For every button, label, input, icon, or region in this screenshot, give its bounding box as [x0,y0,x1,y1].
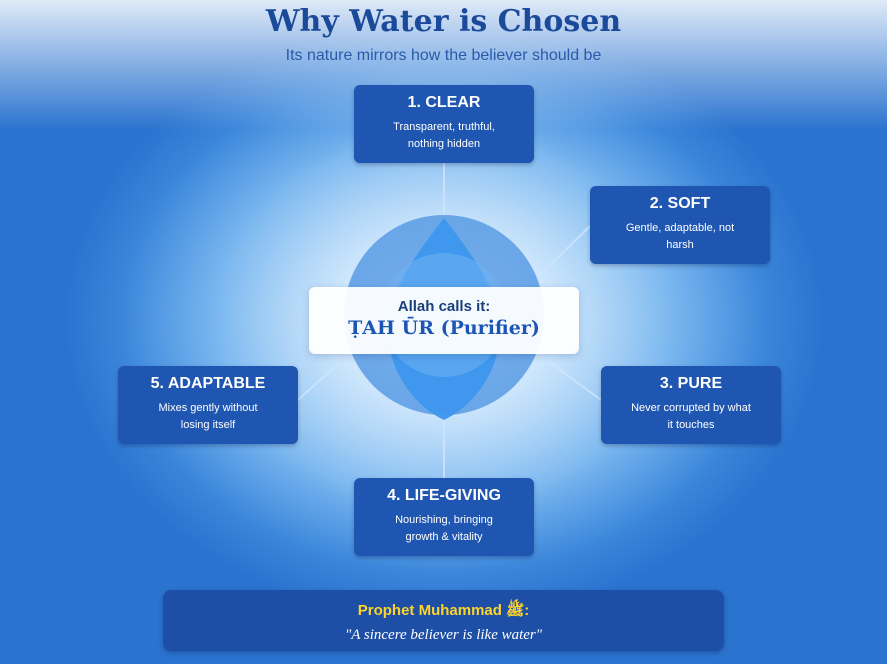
quality-description: Gentle, adaptable, not harsh [625,222,735,251]
quality-title: 1. CLEAR [407,94,481,111]
quality-title: 5. ADAPTABLE [150,375,266,392]
quality-title: 4. LIFE-GIVING [387,487,501,504]
quote-attribution: Prophet Muhammad ﷺ: [357,602,530,619]
center-label: Allah calls it: ṬAH ŪR (Purifier) [309,287,579,354]
quality-card-pure: 3. PURE Never corrupted by what it touch… [601,366,781,444]
page-subtitle: Its nature mirrors how the believer shou… [285,47,602,64]
connector-pure [539,354,602,401]
quality-title: 3. PURE [659,375,723,392]
center-label-intro: Allah calls it: [397,298,491,315]
page-title: Why Water is Chosen [265,4,622,39]
center-label-name: ṬAH ŪR (Purifier) [348,317,540,339]
quality-description: Mixes gently without losing itself [158,402,258,431]
quality-description: Never corrupted by what it touches [631,402,751,431]
quality-description: Nourishing, bringing growth & vitality [395,514,493,543]
quality-card-clear: 1. CLEAR Transparent, truthful, nothing … [354,85,534,163]
quality-description: Transparent, truthful, nothing hidden [393,121,495,150]
quote-text: "A sincere believer is like water" [344,627,543,643]
quality-card-adaptable: 5. ADAPTABLE Mixes gently without losing… [118,366,298,444]
hadith-quote: Prophet Muhammad ﷺ: "A sincere believer … [163,590,724,651]
connector-adaptable [297,354,349,401]
quality-card-soft: 2. SOFT Gentle, adaptable, not harsh [590,186,770,264]
quality-card-life-giving: 4. LIFE-GIVING Nourishing, bringing grow… [354,478,534,556]
connector-soft [534,225,591,281]
quality-title: 2. SOFT [649,195,711,212]
